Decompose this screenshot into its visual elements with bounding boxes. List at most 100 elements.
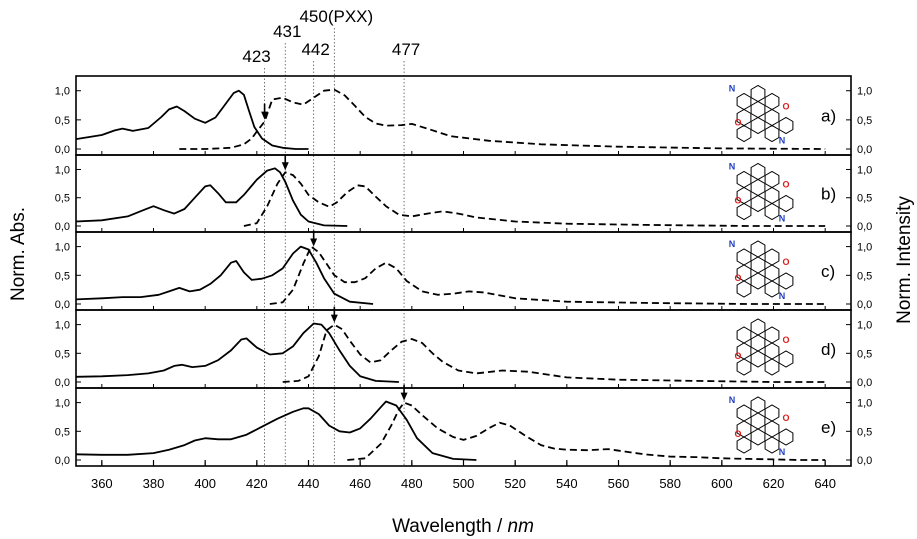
y-tick-label-right: 0,0	[857, 377, 872, 389]
molecule-ring	[750, 240, 766, 258]
x-tick-label: 560	[608, 476, 630, 491]
y-axis-label-left: Norm. Abs.	[8, 207, 29, 301]
molecule-structure: N O O N	[729, 84, 794, 146]
molecule-ring	[736, 202, 752, 221]
y-axis-label-right: Norm. Intensity	[894, 196, 915, 324]
y-tick-label-left: 0,5	[55, 193, 70, 205]
annotation-label: 477	[392, 40, 420, 59]
y-tick-label-right: 0,5	[857, 426, 872, 438]
emission-curve	[179, 88, 826, 150]
y-tick-label-left: 0,5	[55, 115, 70, 127]
molecule-ring	[764, 202, 780, 221]
molecule-ring	[736, 92, 752, 111]
panel-2: 0,0 0,0 0,5 0,5 1,0 1,0 b) N O O N	[55, 154, 872, 233]
x-axis-label-main: Wavelength /	[392, 516, 507, 537]
panel-label: c)	[821, 262, 835, 281]
molecule-ring	[736, 280, 752, 298]
molecule-ring	[764, 124, 780, 143]
molecule-atom-label: O	[782, 257, 789, 267]
y-tick-label-right: 1,0	[857, 398, 872, 410]
x-tick-label: 420	[246, 476, 268, 491]
panel-frame	[75, 309, 852, 389]
molecule-ring	[736, 436, 752, 454]
molecule-ring	[750, 84, 766, 103]
panel-5: 0,0 0,0 0,5 0,5 1,0 1,0 e) N O O N	[55, 387, 872, 467]
molecule-atom-label: N	[729, 162, 736, 172]
annotation-arrow-head	[330, 314, 338, 323]
panel-3: 0,0 0,0 0,5 0,5 1,0 1,0 c) N O O N	[55, 231, 872, 311]
molecule-ring	[778, 428, 794, 446]
y-tick-label-right: 1,0	[857, 164, 872, 176]
annotation-label: 450(PXX)	[299, 7, 373, 26]
molecule-ring	[750, 272, 766, 290]
y-tick-label-right: 1,0	[857, 242, 872, 254]
molecule-atom-label: O	[782, 102, 789, 112]
molecule-ring	[750, 318, 766, 336]
x-tick-label: 480	[401, 476, 423, 491]
molecule-ring	[736, 326, 752, 344]
emission-curve	[282, 323, 826, 383]
absorption-curve	[75, 245, 374, 305]
annotation-arrow-head	[400, 392, 408, 401]
molecule-ring	[750, 100, 766, 119]
annotation-arrow-head	[261, 111, 269, 120]
y-tick-label-left: 0,0	[55, 377, 70, 389]
y-tick-label-left: 0,5	[55, 348, 70, 360]
molecule-ring	[750, 412, 766, 430]
molecule-atom-label: O	[734, 196, 741, 206]
absorption-curve	[75, 400, 477, 461]
y-tick-label-right: 0,5	[857, 193, 872, 205]
y-tick-label-right: 0,5	[857, 115, 872, 127]
molecule-atom-label: N	[779, 447, 786, 457]
annotation-label: 431	[273, 22, 301, 41]
molecule-ring	[764, 92, 780, 111]
absorption-curve	[75, 322, 399, 383]
x-tick-label: 540	[556, 476, 578, 491]
molecule-atom-label: N	[779, 214, 786, 224]
y-tick-label-right: 1,0	[857, 86, 872, 98]
y-tick-label-right: 0,0	[857, 144, 872, 156]
y-tick-label-left: 1,0	[55, 398, 70, 410]
molecule-ring	[778, 116, 794, 135]
y-tick-label-left: 1,0	[55, 86, 70, 98]
molecule-ring	[736, 124, 752, 143]
molecule-structure: OO	[734, 318, 794, 376]
molecule-ring	[764, 420, 780, 438]
panel-label: b)	[821, 185, 836, 204]
y-tick-label-right: 0,5	[857, 348, 872, 360]
y-tick-label-left: 0,0	[55, 144, 70, 156]
molecule-ring	[764, 404, 780, 422]
molecule-atom-label: O	[782, 413, 789, 423]
molecule-ring	[736, 170, 752, 189]
panel-label: d)	[821, 340, 836, 359]
y-tick-label-left: 0,0	[55, 455, 70, 467]
x-tick-label: 620	[763, 476, 785, 491]
molecule-ring	[778, 272, 794, 290]
molecule-ring	[764, 248, 780, 266]
emission-curve	[269, 245, 826, 305]
molecule-ring	[764, 358, 780, 376]
y-tick-label-right: 0,5	[857, 270, 872, 282]
y-tick-label-left: 1,0	[55, 242, 70, 254]
x-tick-label: 600	[711, 476, 733, 491]
molecule-atom-label: O	[782, 180, 789, 190]
x-tick-label: 500	[453, 476, 475, 491]
molecule-ring	[764, 326, 780, 344]
molecule-ring	[750, 428, 766, 446]
panel-1: 0,0 0,0 0,5 0,5 1,0 1,0 a) N O O N	[55, 75, 872, 156]
x-tick-label: 440	[298, 476, 320, 491]
y-tick-label-left: 1,0	[55, 320, 70, 332]
y-tick-label-left: 0,5	[55, 270, 70, 282]
x-axis-label-unit: nm	[508, 516, 534, 537]
x-tick-label: 520	[504, 476, 526, 491]
molecule-atom-label: N	[779, 136, 786, 146]
panel-label: e)	[821, 418, 836, 437]
emission-curve	[243, 171, 826, 227]
molecule-ring	[736, 358, 752, 376]
y-tick-label-right: 0,0	[857, 299, 872, 311]
molecule-atom-label: N	[729, 84, 736, 94]
molecule-atom-label: O	[734, 351, 741, 361]
